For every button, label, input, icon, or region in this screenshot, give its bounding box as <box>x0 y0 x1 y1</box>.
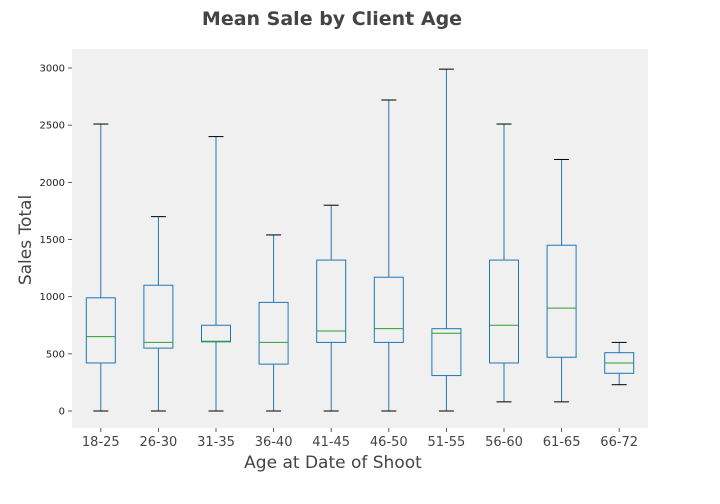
iqr-box <box>85 297 116 364</box>
x-tick-label: 26-30 <box>140 435 178 450</box>
y-tick-label: 1500 <box>40 235 65 246</box>
iqr-box <box>316 259 347 343</box>
y-tick-label: 3000 <box>40 64 65 75</box>
x-tick-label: 36-40 <box>255 435 293 450</box>
x-tick-label: 66-72 <box>600 435 638 450</box>
x-axis-label: Age at Date of Shoot <box>244 453 422 473</box>
x-tick-label: 61-65 <box>543 435 581 450</box>
x-tick-label: 41-45 <box>312 435 350 450</box>
y-tick-label: 1000 <box>40 292 65 303</box>
boxes <box>85 68 635 412</box>
y-tick-label: 2500 <box>40 121 65 132</box>
plot-area <box>72 49 648 428</box>
x-tick-label: 51-55 <box>428 435 466 450</box>
x-tick-label: 56-60 <box>485 435 523 450</box>
box-36-40 <box>258 234 289 412</box>
y-tick-label: 0 <box>59 407 65 418</box>
x-tick-label: 46-50 <box>370 435 408 450</box>
x-tick-label: 31-35 <box>197 435 235 450</box>
x-axis: 18-25 26-30 31-35 36-40 41-45 46-50 51-55 56-60… <box>82 428 638 450</box>
box-18-25 <box>85 123 116 412</box>
box-31-35 <box>201 136 231 412</box>
y-tick-label: 500 <box>46 349 65 360</box>
iqr-box <box>373 276 404 343</box>
y-axis-label: Sales Total <box>16 195 36 285</box>
box-56-60 <box>489 123 519 403</box>
iqr-box <box>489 259 519 364</box>
iqr-box <box>431 328 462 377</box>
y-tick-label: 2000 <box>40 178 65 189</box>
box-51-55 <box>431 68 462 412</box>
iqr-box <box>143 284 174 349</box>
box-26-30 <box>143 216 174 412</box>
y-axis: 0 500 1000 1500 2000 2500 3000 <box>40 64 72 418</box>
box-41-45 <box>316 204 347 412</box>
x-tick-label: 18-25 <box>82 435 120 450</box>
iqr-box <box>258 301 289 365</box>
box-61-65 <box>546 158 577 403</box>
box-66-72 <box>604 341 635 386</box>
iqr-box <box>546 244 577 358</box>
iqr-box <box>201 324 231 343</box>
box-46-50 <box>373 99 404 412</box>
chart-title: Mean Sale by Client Age <box>202 8 462 30</box>
